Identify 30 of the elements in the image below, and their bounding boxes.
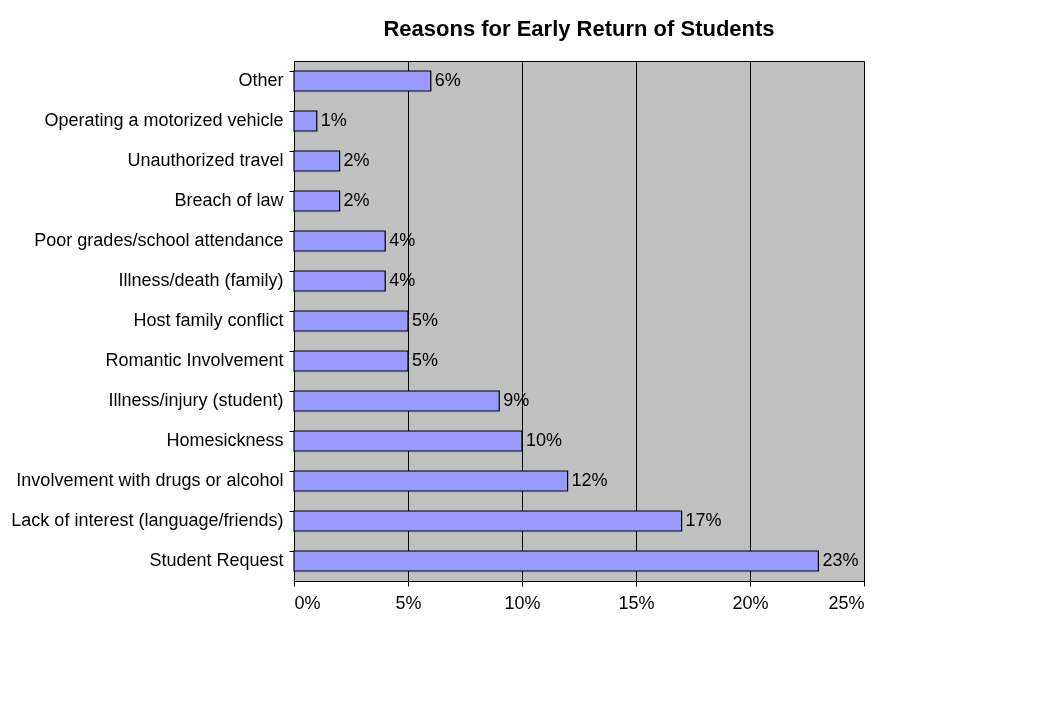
y-tick-label: Romantic Involvement [105,350,284,370]
y-tick-label: Homesickness [166,430,284,450]
data-label: 23% [822,550,859,570]
y-tick-label: Breach of law [174,190,285,210]
data-label: 12% [571,470,608,490]
data-label: 2% [343,190,370,210]
y-tick-label: Poor grades/school attendance [34,230,284,250]
x-tick-label: 20% [732,592,769,613]
x-tick-label: 5% [395,592,422,613]
x-tick-label: 25% [828,592,865,613]
data-label: 1% [320,110,347,130]
data-label: 17% [685,510,722,530]
x-tick-label: 0% [294,592,321,613]
data-label: 5% [412,350,439,370]
y-tick-label: Host family conflict [133,310,284,330]
y-tick-label: Illness/death (family) [118,270,284,290]
chart-title: Reasons for Early Return of Students [383,16,775,41]
data-label: 2% [343,150,370,170]
y-tick-label: Other [238,70,284,90]
data-label: 5% [412,310,439,330]
y-tick-label: Operating a motorized vehicle [44,110,284,130]
data-label: 10% [526,430,563,450]
y-tick-label: Illness/injury (student) [108,390,284,410]
y-tick-label: Unauthorized travel [127,150,284,170]
y-tick-label: Student Request [149,550,284,570]
data-label: 6% [434,70,461,90]
y-tick-label: Involvement with drugs or alcohol [16,470,284,490]
y-tick-label: Lack of interest (language/friends) [11,510,284,530]
x-tick-label: 15% [618,592,655,613]
x-tick-label: 10% [504,592,541,613]
